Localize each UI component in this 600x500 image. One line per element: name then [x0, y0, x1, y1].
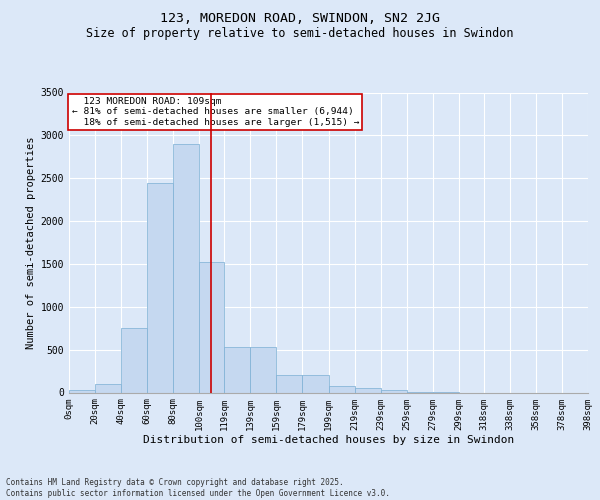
- Bar: [121, 328, 147, 392]
- Bar: [69, 390, 95, 392]
- X-axis label: Distribution of semi-detached houses by size in Swindon: Distribution of semi-detached houses by …: [143, 435, 514, 445]
- Bar: [173, 144, 199, 392]
- Text: 123 MOREDON ROAD: 109sqm
← 81% of semi-detached houses are smaller (6,944)
  18%: 123 MOREDON ROAD: 109sqm ← 81% of semi-d…: [71, 97, 359, 127]
- Text: Contains HM Land Registry data © Crown copyright and database right 2025.
Contai: Contains HM Land Registry data © Crown c…: [6, 478, 390, 498]
- Bar: [199, 262, 224, 392]
- Bar: [302, 376, 329, 392]
- Bar: [380, 390, 407, 392]
- Text: 123, MOREDON ROAD, SWINDON, SN2 2JG: 123, MOREDON ROAD, SWINDON, SN2 2JG: [160, 12, 440, 26]
- Bar: [147, 182, 173, 392]
- Text: Size of property relative to semi-detached houses in Swindon: Size of property relative to semi-detach…: [86, 28, 514, 40]
- Bar: [95, 384, 121, 392]
- Bar: [329, 386, 355, 392]
- Bar: [277, 374, 302, 392]
- Y-axis label: Number of semi-detached properties: Number of semi-detached properties: [26, 136, 37, 349]
- Bar: [250, 347, 277, 393]
- Bar: [224, 347, 250, 393]
- Bar: [355, 388, 380, 392]
